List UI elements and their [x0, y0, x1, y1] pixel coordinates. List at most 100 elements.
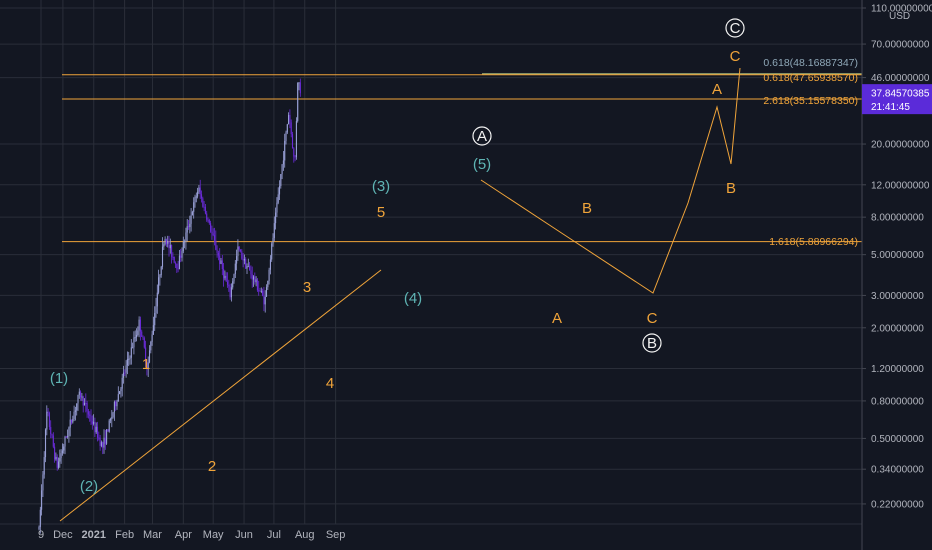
candle-body: [130, 347, 132, 358]
candle-body: [215, 240, 217, 250]
candle-body: [100, 442, 102, 446]
candle-body: [121, 377, 123, 389]
candle-body: [239, 249, 242, 252]
candle-body: [281, 164, 283, 175]
candle-body: [250, 270, 252, 275]
candle-body: [76, 403, 78, 411]
y-tick-label: 20.00000000: [871, 140, 930, 151]
candle-body: [93, 421, 95, 424]
candle-body: [134, 337, 136, 339]
candle-body: [280, 174, 282, 187]
candle-body: [182, 241, 184, 252]
wave-label: 3: [303, 279, 311, 296]
fib-level-label: 0.618(47.65938570): [763, 72, 858, 84]
candle-body: [78, 391, 80, 395]
candle-body: [286, 124, 288, 133]
y-tick-label: 0.50000000: [871, 434, 924, 445]
wave-label: (1): [50, 370, 68, 387]
candle-body: [51, 434, 53, 436]
candle-body: [259, 290, 261, 292]
candle-body: [163, 244, 165, 247]
wave-label: B: [726, 180, 736, 197]
candle-body: [95, 426, 97, 433]
candle-body: [204, 206, 206, 214]
candle-body: [129, 357, 131, 359]
candle-body: [81, 396, 83, 398]
price-axis[interactable]: 110.00000000 70.00000000 46.00000000 20.000…: [861, 0, 932, 550]
candle-body: [146, 362, 148, 370]
candle-body: [208, 220, 210, 224]
candle-body: [90, 415, 92, 422]
candle-body: [98, 437, 100, 439]
candle-body: [137, 330, 139, 335]
candle-body: [142, 336, 144, 339]
candle-body: [165, 239, 167, 244]
candle-body: [41, 490, 43, 510]
candle-body: [141, 331, 143, 337]
candle-body: [148, 350, 151, 363]
x-tick-label: Apr: [175, 529, 192, 541]
candle-body: [68, 427, 70, 437]
candle-body: [252, 276, 255, 280]
candle-body: [89, 414, 91, 416]
x-tick-label: Sep: [326, 529, 346, 541]
x-tick-label: 9: [38, 529, 44, 541]
candle-body: [264, 296, 266, 305]
candle-body: [122, 372, 125, 378]
candle-body: [167, 241, 169, 244]
candle-body: [213, 235, 216, 241]
candle-body: [82, 396, 84, 406]
fib-lines: 0.618(48.16887347) 0.618(47.65938570) 2.61…: [62, 57, 862, 248]
candle-body: [267, 280, 269, 288]
y-tick-label: 70.00000000: [871, 40, 930, 51]
y-tick-label: 2.00000000: [871, 323, 924, 334]
candle-body: [293, 148, 295, 157]
candle-body: [42, 474, 44, 491]
candle-body: [133, 337, 135, 348]
time-axis[interactable]: 9 Dec 2021 Feb Mar Apr May Jun Jul Aug Sep: [38, 529, 345, 541]
wave-label-circle: [725, 18, 745, 38]
candle-body: [145, 347, 147, 363]
candle-body: [111, 416, 113, 420]
candle-body: [117, 394, 119, 402]
candle-body: [181, 251, 183, 258]
candle-body: [61, 450, 63, 454]
candle-body: [102, 442, 104, 448]
candle-body: [67, 436, 69, 438]
candle-body: [189, 223, 191, 228]
candle-body: [109, 419, 112, 421]
candle-body: [217, 252, 219, 256]
candle-body: [273, 223, 275, 238]
candle-body: [210, 223, 212, 232]
candle-body: [186, 226, 188, 233]
candle-body: [237, 246, 239, 257]
x-tick-label: Mar: [143, 529, 162, 541]
candle-body: [48, 413, 50, 428]
x-tick-label: 2021: [82, 529, 106, 541]
wave-label-circle: [472, 126, 492, 146]
wave-label: B: [647, 335, 657, 352]
candle-body: [229, 286, 231, 298]
wave-label: A: [552, 310, 562, 327]
candle-body: [251, 274, 253, 280]
candle-body: [74, 410, 76, 412]
candle-body: [80, 391, 82, 398]
candle-body: [295, 121, 297, 158]
candle-body: [234, 263, 236, 275]
candle-body: [199, 187, 201, 195]
candle-body: [285, 132, 287, 141]
y-tick-label: 0.80000000: [871, 396, 924, 407]
candle-body: [64, 436, 66, 447]
candle-body: [69, 419, 71, 428]
candle-body: [197, 191, 199, 197]
candle-body: [275, 212, 277, 224]
candle-body: [152, 325, 154, 335]
candle-body: [164, 239, 166, 245]
candle-body: [77, 394, 79, 404]
candle-body: [289, 114, 291, 123]
candle-body: [60, 453, 62, 459]
candle-body: [249, 266, 251, 271]
